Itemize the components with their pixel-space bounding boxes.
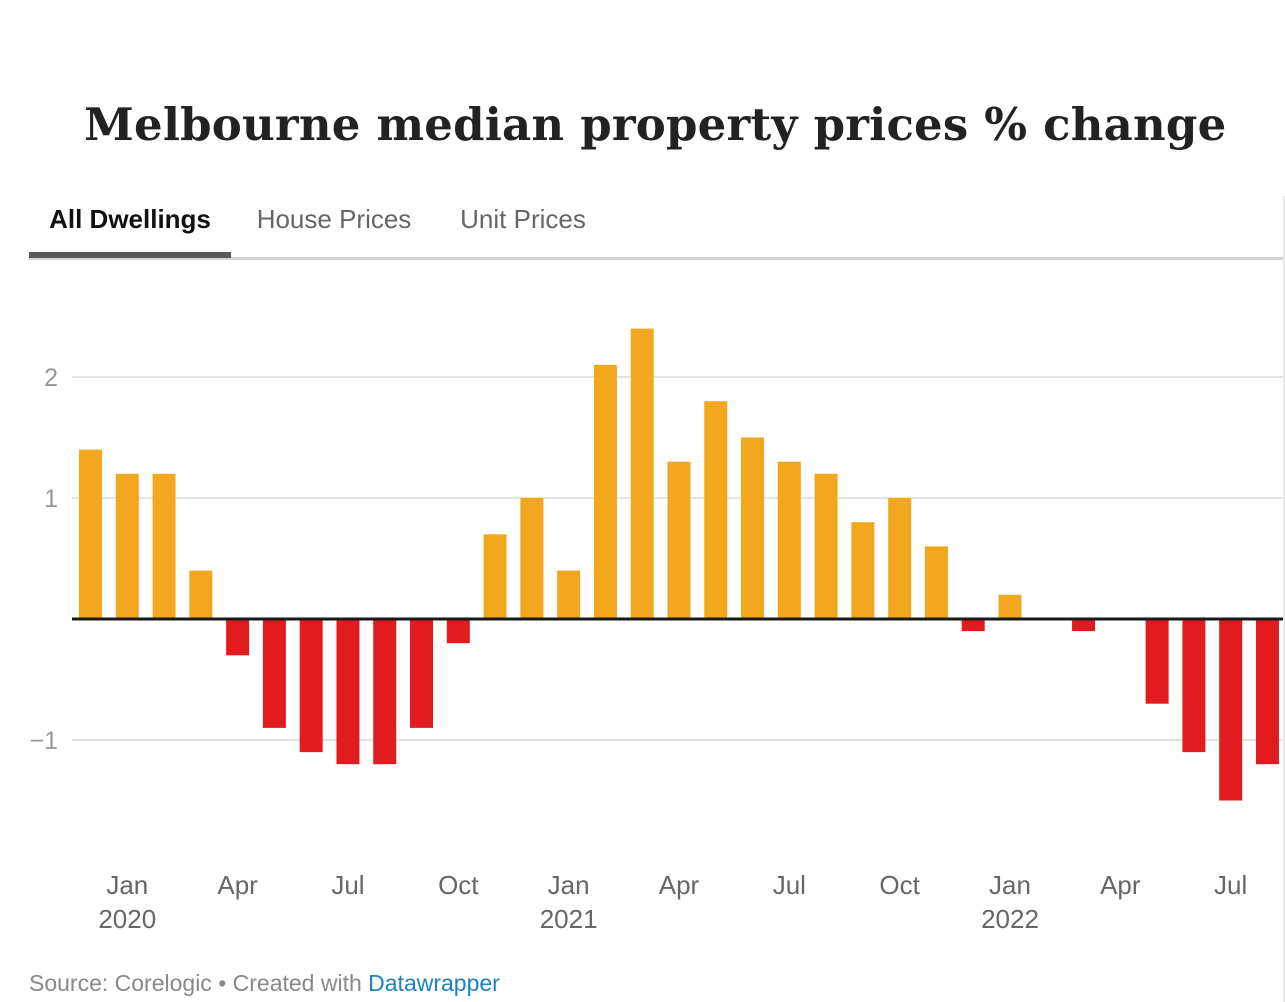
bar-oct-2020[interactable] xyxy=(446,619,470,644)
bar-may-2022[interactable] xyxy=(1145,619,1169,704)
bar-jun-2022[interactable] xyxy=(1182,619,1206,753)
source-text: Source: Corelogic • Created with xyxy=(29,970,369,996)
bar-nov-2021[interactable] xyxy=(924,546,948,619)
bar-dec-2019[interactable] xyxy=(79,449,102,619)
tab-unit-prices[interactable]: Unit Prices xyxy=(460,204,586,234)
x-tick-label: Jan xyxy=(106,870,148,900)
bar-may-2021[interactable] xyxy=(704,401,728,619)
footer: Source: Corelogic • Created with Datawra… xyxy=(29,970,500,997)
datawrapper-link[interactable]: Datawrapper xyxy=(368,970,500,996)
bar-aug-2020[interactable] xyxy=(373,619,397,765)
x-tick-label: Jan xyxy=(548,870,590,900)
bar-feb-2020[interactable] xyxy=(152,473,176,619)
x-tick-label: Apr xyxy=(1100,870,1141,900)
bar-jun-2020[interactable] xyxy=(299,619,323,753)
bar-jan-2020[interactable] xyxy=(115,473,139,619)
bar-jun-2021[interactable] xyxy=(741,437,765,620)
bar-aug-2021[interactable] xyxy=(814,473,838,619)
bar-jul-2020[interactable] xyxy=(336,619,360,765)
bar-may-2020[interactable] xyxy=(262,619,286,728)
bar-mar-2022[interactable] xyxy=(1072,619,1096,632)
bar-jul-2022[interactable] xyxy=(1219,619,1243,801)
bar-aug-2022[interactable] xyxy=(1255,619,1279,765)
x-tick-label: Jul xyxy=(331,870,364,900)
y-tick-label: 2 xyxy=(44,364,58,392)
bars xyxy=(79,328,1279,801)
bar-sep-2021[interactable] xyxy=(851,522,875,619)
bar-jan-2021[interactable] xyxy=(557,570,581,619)
tab-house-prices[interactable]: House Prices xyxy=(256,204,412,234)
bar-mar-2021[interactable] xyxy=(630,328,654,619)
x-tick-year: 2020 xyxy=(98,904,156,934)
x-tick-label: Jul xyxy=(773,870,806,900)
bar-mar-2020[interactable] xyxy=(189,570,213,619)
x-tick-label: Jul xyxy=(1214,870,1247,900)
bar-sep-2020[interactable] xyxy=(410,619,434,728)
x-tick-label: Jan xyxy=(989,870,1031,900)
bar-nov-2020[interactable] xyxy=(483,534,507,619)
bar-oct-2021[interactable] xyxy=(888,498,912,619)
x-tick-label: Oct xyxy=(438,870,479,900)
chart-title: Melbourne median property prices % chang… xyxy=(84,98,1227,151)
y-axis-ticks: 2 1 −1 xyxy=(29,364,58,755)
bar-dec-2021[interactable] xyxy=(961,619,985,632)
bar-jan-2022[interactable] xyxy=(998,594,1022,619)
y-tick-label: 1 xyxy=(44,485,58,513)
x-tick-year: 2022 xyxy=(981,904,1039,934)
tab-bar: All Dwellings House Prices Unit Prices xyxy=(29,196,1283,260)
bar-feb-2021[interactable] xyxy=(593,364,617,619)
x-tick-label: Oct xyxy=(879,870,920,900)
x-tick-year: 2021 xyxy=(540,904,598,934)
right-border xyxy=(1283,196,1285,1002)
y-tick-label: −1 xyxy=(29,727,58,755)
x-tick-label: Apr xyxy=(217,870,258,900)
x-axis-ticks: Jan 2020 Apr Jul Oct Jan 2021 Apr Jul Oct Jan 2022 A… xyxy=(98,870,1247,934)
x-tick-label: Apr xyxy=(659,870,700,900)
bar-apr-2021[interactable] xyxy=(667,461,691,619)
bar-apr-2020[interactable] xyxy=(226,619,250,656)
tab-all-dwellings[interactable]: All Dwellings xyxy=(29,204,231,258)
bar-jul-2021[interactable] xyxy=(777,461,801,619)
bar-dec-2020[interactable] xyxy=(520,498,544,619)
